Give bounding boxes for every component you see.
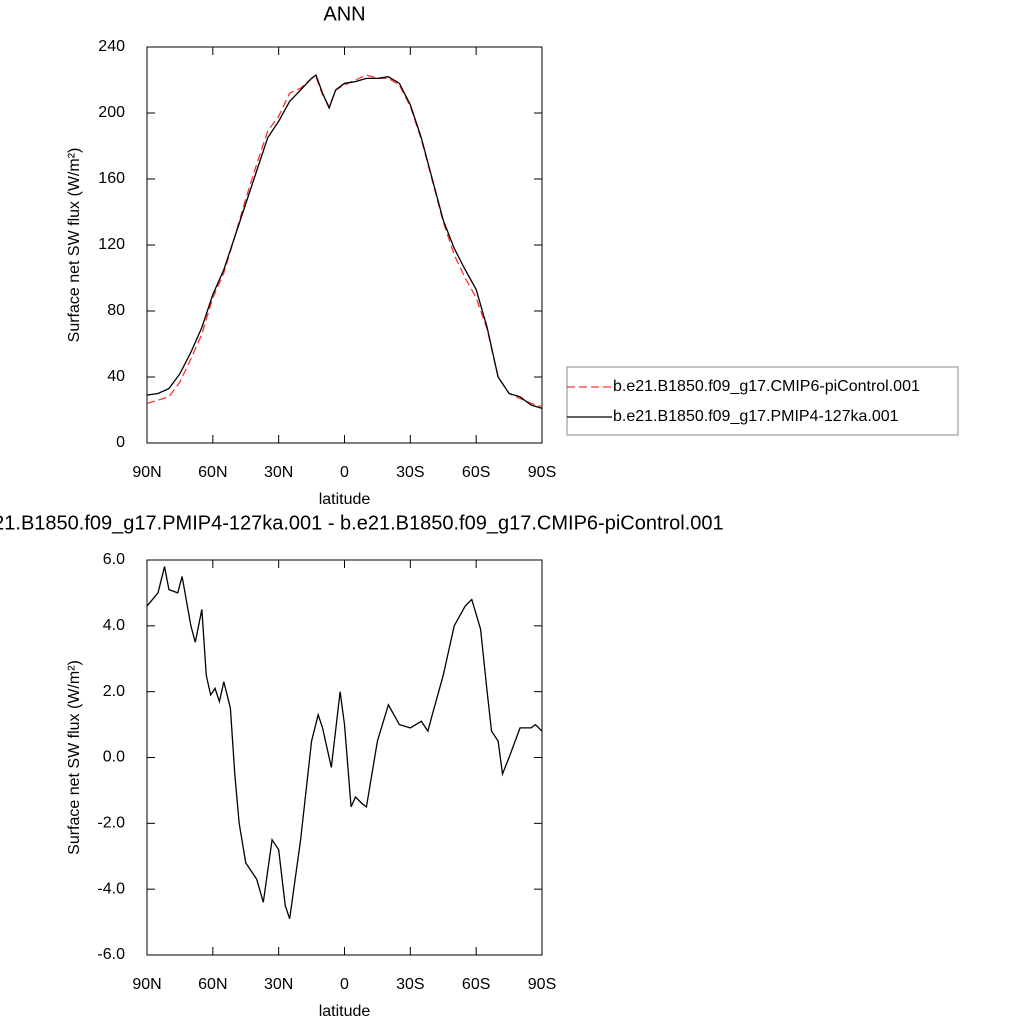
y-tick-label: -2.0 (97, 815, 125, 832)
y-tick-label: 80 (107, 302, 125, 319)
legend-box (566, 366, 959, 436)
y-tick-label: 160 (98, 170, 125, 187)
data-line (146, 74, 543, 409)
x-tick-label: 0 (340, 464, 349, 481)
x-tick-label: 60N (198, 464, 227, 481)
x-tick-label: 30N (264, 464, 293, 481)
y-tick-label: 6.0 (103, 551, 125, 568)
x-tick-label: 30S (396, 976, 424, 993)
y-tick-label: 120 (98, 236, 125, 253)
x-axis-label: latitude (319, 1003, 371, 1020)
y-tick-label: 4.0 (103, 617, 125, 634)
y-tick-label: 2.0 (103, 683, 125, 700)
y-tick-label: 240 (98, 38, 125, 55)
chart-title: b.e21.B1850.f09_g17.PMIP4-127ka.001 - b.… (0, 512, 724, 534)
x-tick-label: 60S (462, 976, 490, 993)
plot-frame (146, 46, 543, 444)
y-axis-label: Surface net SW flux (W/m²) (66, 660, 83, 855)
y-axis-label: Surface net SW flux (W/m²) (66, 148, 83, 343)
legend-label: b.e21.B1850.f09_g17.CMIP6-piControl.001 (613, 378, 920, 395)
x-tick-label: 60S (462, 464, 490, 481)
y-tick-label: -6.0 (97, 946, 125, 963)
y-tick-label: -4.0 (97, 880, 125, 897)
x-tick-label: 60N (198, 976, 227, 993)
x-tick-label: 0 (340, 976, 349, 993)
y-tick-label: 40 (107, 368, 125, 385)
y-tick-label: 0.0 (103, 749, 125, 766)
y-tick-label: 200 (98, 104, 125, 121)
data-line (146, 74, 543, 408)
data-line (146, 566, 543, 919)
x-tick-label: 90S (528, 464, 556, 481)
x-axis-label: latitude (319, 491, 371, 508)
chart-title: ANN (323, 3, 365, 25)
x-tick-label: 90S (528, 976, 556, 993)
x-tick-label: 30S (396, 464, 424, 481)
plot-frame (146, 559, 543, 956)
y-tick-label: 0 (116, 434, 125, 451)
x-tick-label: 30N (264, 976, 293, 993)
x-tick-label: 90N (132, 976, 161, 993)
x-tick-label: 90N (132, 464, 161, 481)
legend-label: b.e21.B1850.f09_g17.PMIP4-127ka.001 (613, 408, 899, 425)
